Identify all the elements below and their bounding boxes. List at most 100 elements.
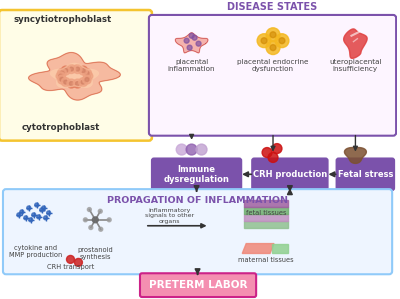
Circle shape [29, 218, 33, 222]
Text: syncytiotrophoblast: syncytiotrophoblast [14, 15, 112, 24]
Circle shape [56, 72, 65, 81]
Circle shape [20, 210, 24, 214]
Circle shape [186, 144, 197, 155]
Circle shape [82, 75, 92, 84]
Circle shape [47, 211, 51, 215]
FancyBboxPatch shape [3, 189, 392, 274]
Circle shape [60, 77, 64, 82]
Text: fetal tissues: fetal tissues [246, 210, 286, 216]
Circle shape [268, 152, 278, 162]
Circle shape [196, 41, 201, 46]
Circle shape [76, 82, 80, 86]
FancyBboxPatch shape [251, 158, 329, 191]
Polygon shape [344, 147, 366, 163]
Text: prostanoid
synthesis: prostanoid synthesis [78, 247, 113, 260]
Circle shape [85, 71, 89, 75]
FancyBboxPatch shape [336, 158, 395, 191]
Circle shape [89, 225, 93, 230]
Polygon shape [50, 63, 98, 87]
FancyBboxPatch shape [140, 273, 256, 297]
Circle shape [189, 33, 194, 38]
Circle shape [69, 82, 73, 86]
Circle shape [81, 80, 85, 84]
Text: DISEASE STATES: DISEASE STATES [227, 2, 318, 12]
Circle shape [257, 34, 271, 48]
Circle shape [187, 45, 192, 50]
Text: cytotrophoblast: cytotrophoblast [22, 123, 100, 132]
Circle shape [270, 32, 276, 38]
Circle shape [196, 144, 207, 155]
Circle shape [64, 80, 68, 84]
Circle shape [262, 148, 272, 158]
Circle shape [64, 68, 68, 72]
Bar [272, 244, 288, 254]
Circle shape [40, 208, 44, 212]
Circle shape [279, 38, 285, 44]
FancyBboxPatch shape [0, 10, 152, 141]
Circle shape [69, 67, 73, 71]
Circle shape [73, 79, 82, 88]
Circle shape [17, 213, 21, 217]
Text: inflammatory
signals to other
organs: inflammatory signals to other organs [145, 208, 194, 224]
FancyBboxPatch shape [149, 15, 396, 136]
Circle shape [58, 74, 62, 78]
Circle shape [58, 69, 66, 77]
Polygon shape [50, 63, 98, 87]
Polygon shape [28, 53, 120, 100]
Circle shape [44, 216, 48, 220]
Circle shape [99, 227, 103, 231]
Circle shape [98, 209, 102, 213]
Circle shape [76, 67, 80, 71]
Circle shape [27, 206, 31, 210]
Circle shape [86, 74, 90, 78]
Circle shape [61, 78, 70, 87]
Circle shape [107, 218, 111, 222]
Text: maternal tissues: maternal tissues [238, 257, 294, 263]
Circle shape [82, 69, 92, 77]
Circle shape [37, 215, 41, 219]
Circle shape [84, 72, 93, 81]
Circle shape [79, 78, 88, 87]
Circle shape [79, 66, 88, 75]
Text: placental
inflammation: placental inflammation [168, 59, 215, 72]
Polygon shape [175, 33, 208, 53]
Circle shape [24, 216, 28, 220]
Text: uteroplacental
insufficiency: uteroplacental insufficiency [329, 59, 382, 72]
Circle shape [67, 79, 76, 88]
Circle shape [73, 65, 82, 74]
Circle shape [67, 65, 76, 74]
Bar [244, 221, 288, 228]
Circle shape [83, 218, 87, 222]
Circle shape [261, 38, 267, 44]
Circle shape [266, 41, 280, 54]
Circle shape [60, 71, 64, 75]
Bar [244, 200, 288, 207]
Circle shape [266, 28, 280, 42]
Circle shape [192, 35, 197, 40]
Circle shape [66, 255, 74, 263]
Circle shape [85, 77, 89, 82]
Text: PROPAGATION OF INFLAMMATION: PROPAGATION OF INFLAMMATION [107, 196, 288, 205]
Circle shape [92, 217, 98, 223]
Circle shape [42, 206, 46, 210]
Circle shape [275, 34, 289, 48]
Bar [244, 207, 288, 214]
Circle shape [272, 144, 282, 153]
Polygon shape [344, 29, 367, 58]
Bar [244, 214, 288, 221]
Circle shape [58, 75, 66, 84]
Circle shape [184, 38, 189, 43]
FancyBboxPatch shape [151, 158, 242, 191]
Text: PRETERM LABOR: PRETERM LABOR [149, 280, 247, 290]
Circle shape [74, 258, 82, 266]
Circle shape [61, 66, 70, 75]
Circle shape [270, 45, 276, 51]
Circle shape [35, 203, 39, 207]
Circle shape [32, 213, 36, 217]
Text: placental endocrine
dysfunction: placental endocrine dysfunction [237, 59, 309, 72]
Circle shape [81, 68, 85, 72]
Text: Immune
dysregulation: Immune dysregulation [164, 164, 230, 184]
Circle shape [87, 208, 91, 211]
Text: cytokine and
MMP production: cytokine and MMP production [9, 245, 62, 258]
Text: CRH production: CRH production [253, 170, 327, 179]
